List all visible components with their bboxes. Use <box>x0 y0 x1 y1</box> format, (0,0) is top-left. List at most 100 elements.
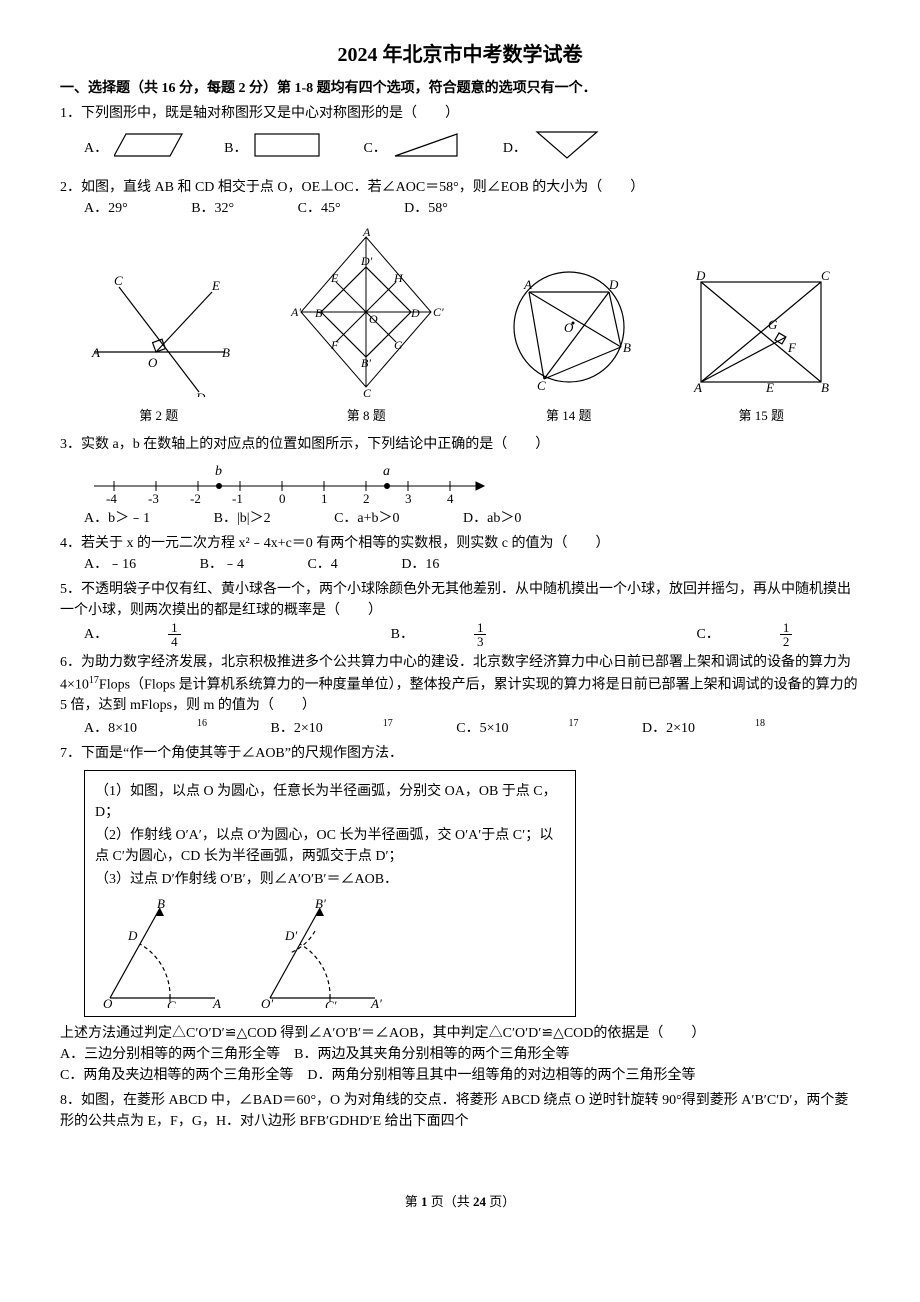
q7-after: 上述方法通过判定△C′O′D′≌△COD 得到∠A′O′B′＝∠AOB，其中判定… <box>60 1023 860 1044</box>
q1-opt-a: A． <box>84 128 184 169</box>
svg-text:C: C <box>821 268 830 283</box>
svg-text:C′: C′ <box>433 305 444 319</box>
svg-text:E: E <box>765 380 774 395</box>
q5-opt-a: A． 14 <box>84 621 301 648</box>
q2-opt-d: D．58° <box>404 198 448 219</box>
question-7: 7．下面是“作一个角使其等于∠AOB”的尺规作图方法． （1）如图，以点 O 为… <box>60 743 860 1086</box>
q5-opt-c-label: C． <box>696 624 719 645</box>
svg-text:D: D <box>410 306 420 320</box>
svg-text:D′: D′ <box>360 254 373 268</box>
q8-text: 8．如图，在菱形 ABCD 中，∠BAD＝60°，O 为对角线的交点．将菱形 A… <box>60 1090 860 1132</box>
question-2: 2．如图，直线 AB 和 CD 相交于点 O，OE⊥OC．若∠AOC＝58°，则… <box>60 177 860 219</box>
svg-text:B: B <box>157 898 165 911</box>
q5-opt-b-label: B． <box>391 624 414 645</box>
q7-figures: O A B C D O′ A′ B′ C′ D′ <box>95 898 565 1008</box>
question-1: 1．下列图形中，既是轴对称图形又是中心对称图形的是（ ） A． B． C． D． <box>60 103 860 169</box>
svg-text:a: a <box>383 464 390 479</box>
figure-q14-caption: 第 14 题 <box>499 406 639 426</box>
parallelogram-icon <box>114 130 184 167</box>
q7-step1: （1）如图，以点 O 为圆心，任意长为半径画弧，分别交 OA，OB 于点 C，D… <box>95 781 565 823</box>
q6-opt-c: C．5×1017 <box>456 716 578 739</box>
svg-text:C: C <box>363 386 372 397</box>
svg-text:B: B <box>315 306 323 320</box>
q4-opt-d: D．16 <box>401 554 439 575</box>
page-total: 24 <box>473 1194 486 1209</box>
figure-q15: D C A B E F G 第 15 题 <box>686 267 836 426</box>
q7-opt-c: C．两角及夹边相等的两个三角形全等 <box>60 1068 293 1083</box>
svg-text:C′: C′ <box>325 998 337 1008</box>
q4-text: 4．若关于 x 的一元二次方程 x²﹣4x+c＝0 有两个相等的实数根，则实数 … <box>60 533 860 554</box>
svg-text:D: D <box>695 268 706 283</box>
question-3: 3．实数 a，b 在数轴上的对应点的位置如图所示，下列结论中正确的是（ ） -4… <box>60 434 860 529</box>
q6-options: A．8×1016 B．2×1017 C．5×1017 D．2×1018 <box>84 716 860 739</box>
svg-text:A: A <box>523 277 532 292</box>
q7-opt-b: B．两边及其夹角分别相等的两个三角形全等 <box>294 1047 569 1062</box>
q1-opt-d-label: D． <box>503 138 527 159</box>
q6-opt-b: B．2×1017 <box>271 716 393 739</box>
q4-opt-a: A．﹣16 <box>84 554 136 575</box>
svg-text:B: B <box>821 380 829 395</box>
q2-opt-c: C．45° <box>298 198 341 219</box>
svg-text:E: E <box>211 278 220 293</box>
svg-text:-1: -1 <box>232 491 243 506</box>
svg-text:O: O <box>103 996 113 1008</box>
tick-label: -4 <box>106 491 117 506</box>
q3-text: 3．实数 a，b 在数轴上的对应点的位置如图所示，下列结论中正确的是（ ） <box>60 434 860 455</box>
svg-text:B′: B′ <box>361 356 371 370</box>
svg-text:O′: O′ <box>261 996 273 1008</box>
q3-opt-a: A．b＞﹣1 <box>84 508 150 529</box>
q2-opt-a: A．29° <box>84 198 128 219</box>
question-6: 6．为助力数字经济发展，北京积极推进多个公共算力中心的建设．北京数字经济算力中心… <box>60 652 860 739</box>
svg-text:G: G <box>394 338 403 352</box>
q4-opt-b: B．﹣4 <box>200 554 244 575</box>
figure-q8: A A′ C′ C B D D′ B′ E H F G O 第 8 题 <box>281 227 451 426</box>
figure-row: A B C D E O 第 2 题 A A′ C′ <box>60 227 860 426</box>
fraction-icon: 14 <box>168 621 241 648</box>
svg-text:F: F <box>330 338 339 352</box>
section-header: 一、选择题（共 16 分，每题 2 分）第 1-8 题均有四个选项，符合题意的选… <box>60 78 860 99</box>
figure-q2-caption: 第 2 题 <box>84 406 234 426</box>
svg-text:b: b <box>215 464 222 479</box>
svg-text:C: C <box>114 273 123 288</box>
q2-text: 2．如图，直线 AB 和 CD 相交于点 O，OE⊥OC．若∠AOC＝58°，则… <box>60 177 860 198</box>
q5-opt-b: B． 13 <box>391 621 607 648</box>
q1-opt-c: C． <box>363 128 462 169</box>
svg-text:A′: A′ <box>370 996 382 1008</box>
q4-options: A．﹣16 B．﹣4 C．4 D．16 <box>84 554 860 575</box>
inverted-triangle-icon <box>533 128 603 169</box>
q5-opt-a-label: A． <box>84 624 108 645</box>
fraction-icon: 13 <box>474 621 547 648</box>
svg-text:C: C <box>167 998 176 1008</box>
q1-opt-a-label: A． <box>84 138 108 159</box>
svg-text:D: D <box>608 277 619 292</box>
q7-options: A．三边分别相等的两个三角形全等 B．两边及其夹角分别相等的两个三角形全等 C．… <box>60 1044 860 1086</box>
svg-text:A: A <box>362 227 371 239</box>
figure-q2: A B C D E O 第 2 题 <box>84 257 234 426</box>
q2-options: A．29° B．32° C．45° D．58° <box>84 198 860 219</box>
q7-text: 7．下面是“作一个角使其等于∠AOB”的尺规作图方法． <box>60 743 860 764</box>
q7-opt-d: D．两角分别相等且其中一组等角的对边相等的两个三角形全等 <box>307 1068 695 1083</box>
rectangle-icon <box>253 130 323 167</box>
question-8: 8．如图，在菱形 ABCD 中，∠BAD＝60°，O 为对角线的交点．将菱形 A… <box>60 1090 860 1132</box>
q3-opt-d: D．ab＞0 <box>463 508 521 529</box>
svg-text:D′: D′ <box>284 928 297 943</box>
q2-opt-b: B．32° <box>191 198 234 219</box>
q1-options: A． B． C． D． <box>84 128 860 169</box>
q1-opt-c-label: C． <box>363 138 386 159</box>
svg-text:-2: -2 <box>190 491 201 506</box>
svg-text:0: 0 <box>279 491 286 506</box>
svg-text:A: A <box>212 996 221 1008</box>
figure-q8-caption: 第 8 题 <box>281 406 451 426</box>
svg-text:A: A <box>91 345 100 360</box>
q3-options: A．b＞﹣1 B．|b|＞2 C．a+b＞0 D．ab＞0 <box>84 508 860 529</box>
q5-text: 5．不透明袋子中仅有红、黄小球各一个，两个小球除颜色外无其他差别．从中随机摸出一… <box>60 579 860 621</box>
svg-text:B: B <box>222 345 230 360</box>
q5-options: A． 14 B． 13 C． 12 D． 34 <box>84 621 860 648</box>
svg-text:4: 4 <box>447 491 454 506</box>
svg-text:A′: A′ <box>290 305 301 319</box>
question-4: 4．若关于 x 的一元二次方程 x²﹣4x+c＝0 有两个相等的实数根，则实数 … <box>60 533 860 575</box>
q7-figure-left: O A B C D <box>95 898 225 1008</box>
q6-opt-d: D．2×1018 <box>642 716 765 739</box>
svg-text:A: A <box>693 380 702 395</box>
svg-text:3: 3 <box>405 491 412 506</box>
